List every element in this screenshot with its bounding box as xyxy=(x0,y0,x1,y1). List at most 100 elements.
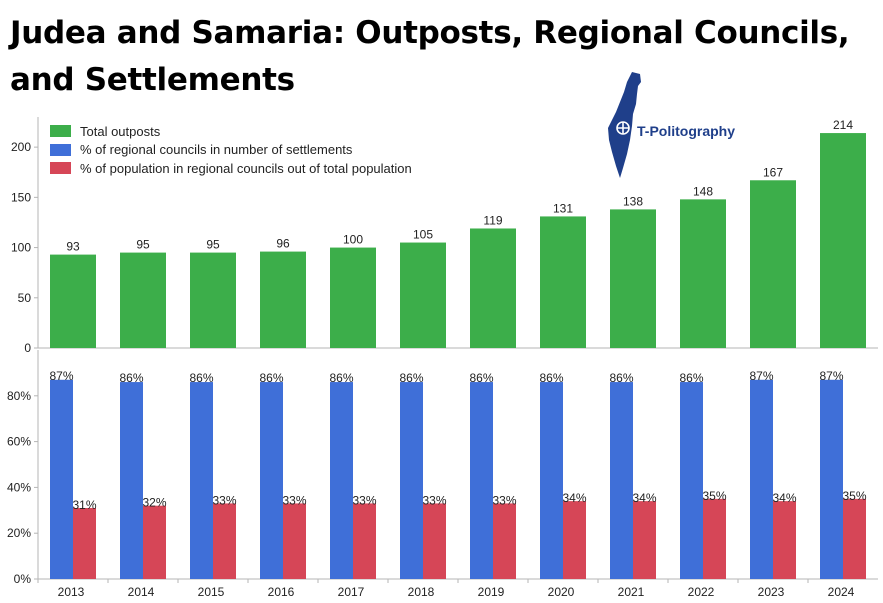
x-tick-label: 2019 xyxy=(478,585,505,599)
legend-label-councils: % of regional councils in number of sett… xyxy=(80,142,353,158)
councils-data-label: 86% xyxy=(399,371,423,385)
legend-swatch-outposts xyxy=(50,125,71,138)
population-bar xyxy=(283,503,306,579)
councils-bar xyxy=(400,382,423,579)
top-y-tick-label: 100 xyxy=(11,241,31,255)
population-data-label: 34% xyxy=(772,491,796,505)
councils-bar xyxy=(750,379,773,579)
councils-bar xyxy=(820,379,843,579)
outposts-data-label: 96 xyxy=(276,237,290,251)
councils-data-label: 86% xyxy=(329,371,353,385)
councils-bar xyxy=(330,382,353,579)
outposts-bar xyxy=(820,133,866,348)
legend: Total outposts % of regional councils in… xyxy=(50,122,412,178)
outposts-data-label: 148 xyxy=(693,184,713,198)
population-bar xyxy=(423,503,446,579)
councils-data-label: 86% xyxy=(609,371,633,385)
outposts-data-label: 95 xyxy=(136,238,150,252)
bottom-y-tick-label: 0% xyxy=(14,572,32,586)
councils-bar xyxy=(540,382,563,579)
bottom-y-tick-label: 20% xyxy=(7,526,31,540)
top-y-tick-label: 200 xyxy=(11,140,31,154)
x-tick-label: 2024 xyxy=(828,585,855,599)
population-bar xyxy=(563,501,586,579)
population-bar xyxy=(703,498,726,579)
legend-item-outposts: Total outposts xyxy=(50,122,412,141)
outposts-bar xyxy=(190,252,236,348)
page-title: Judea and Samaria: Outposts, Regional Co… xyxy=(10,15,850,98)
outposts-data-label: 214 xyxy=(833,118,853,132)
outposts-data-label: 138 xyxy=(623,194,643,208)
population-data-label: 33% xyxy=(282,493,306,507)
population-data-label: 35% xyxy=(702,489,726,503)
legend-item-councils: % of regional councils in number of sett… xyxy=(50,141,412,160)
outposts-data-label: 100 xyxy=(343,233,363,247)
councils-data-label: 87% xyxy=(749,369,773,383)
councils-data-label: 86% xyxy=(259,371,283,385)
councils-bar xyxy=(190,382,213,579)
logo-text: T-Politography xyxy=(637,123,735,139)
councils-bar xyxy=(610,382,633,579)
outposts-bar xyxy=(50,254,96,348)
x-tick-label: 2014 xyxy=(128,585,155,599)
outposts-bar xyxy=(400,242,446,348)
top-y-tick-label: 150 xyxy=(11,190,31,204)
top-y-tick-label: 0 xyxy=(24,341,31,355)
population-data-label: 33% xyxy=(492,493,516,507)
outposts-bar xyxy=(260,251,306,348)
councils-bar xyxy=(260,382,283,579)
outposts-data-label: 167 xyxy=(763,165,783,179)
population-data-label: 34% xyxy=(562,491,586,505)
population-data-label: 33% xyxy=(352,493,376,507)
outposts-data-label: 131 xyxy=(553,201,573,215)
population-bar xyxy=(773,501,796,579)
population-data-label: 35% xyxy=(842,489,866,503)
population-bar xyxy=(73,508,96,579)
population-data-label: 33% xyxy=(422,493,446,507)
councils-data-label: 87% xyxy=(49,369,73,383)
x-tick-label: 2018 xyxy=(408,585,435,599)
outposts-bar xyxy=(680,199,726,348)
x-tick-label: 2015 xyxy=(198,585,225,599)
top-y-tick-label: 50 xyxy=(18,291,32,305)
councils-bar xyxy=(50,379,73,579)
population-bar xyxy=(493,503,516,579)
councils-data-label: 87% xyxy=(819,369,843,383)
legend-label-population: % of population in regional councils out… xyxy=(80,160,412,176)
outposts-bar xyxy=(750,180,796,348)
population-bar xyxy=(213,503,236,579)
outposts-data-label: 119 xyxy=(483,213,502,227)
x-tick-label: 2021 xyxy=(618,585,645,599)
x-tick-label: 2022 xyxy=(688,585,715,599)
councils-bar xyxy=(680,382,703,579)
outposts-data-label: 105 xyxy=(413,228,433,242)
x-tick-label: 2023 xyxy=(758,585,785,599)
outposts-bar xyxy=(610,209,656,348)
councils-data-label: 86% xyxy=(119,371,143,385)
councils-data-label: 86% xyxy=(539,371,563,385)
outposts-bar xyxy=(330,247,376,348)
councils-data-label: 86% xyxy=(469,371,493,385)
legend-item-population: % of population in regional councils out… xyxy=(50,159,412,178)
councils-bar xyxy=(120,382,143,579)
outposts-bar xyxy=(540,216,586,348)
councils-data-label: 86% xyxy=(189,371,213,385)
population-bar xyxy=(633,501,656,579)
legend-swatch-population xyxy=(50,162,71,175)
x-tick-label: 2016 xyxy=(268,585,295,599)
population-data-label: 32% xyxy=(142,496,166,510)
population-bar xyxy=(353,503,376,579)
israel-map-icon xyxy=(608,72,641,178)
logo: T-Politography xyxy=(600,70,750,180)
bottom-y-tick-label: 80% xyxy=(7,389,31,403)
x-tick-label: 2017 xyxy=(338,585,365,599)
outposts-bar xyxy=(470,228,516,348)
population-bar xyxy=(143,505,166,579)
bottom-y-tick-label: 40% xyxy=(7,480,31,494)
x-tick-label: 2020 xyxy=(548,585,575,599)
population-bar xyxy=(843,498,866,579)
x-tick-label: 2013 xyxy=(58,585,85,599)
legend-swatch-councils xyxy=(50,143,71,156)
outposts-bar xyxy=(120,252,166,348)
